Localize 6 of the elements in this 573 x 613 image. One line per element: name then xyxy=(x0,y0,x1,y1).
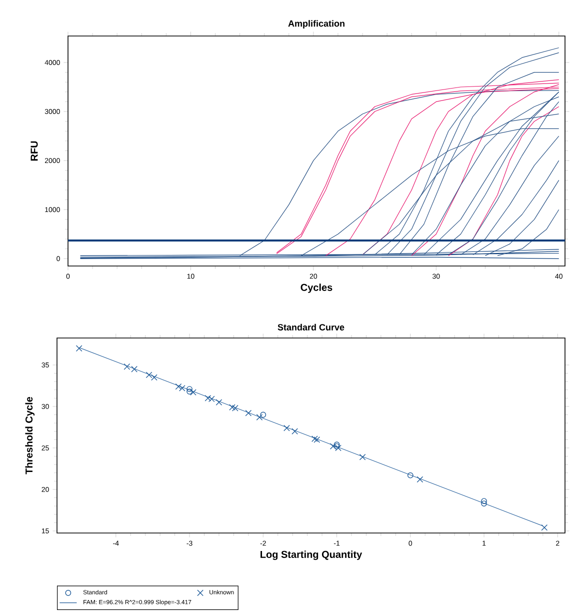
chart-title: Standard Curve xyxy=(278,324,344,330)
chart-title: Amplification xyxy=(288,20,344,28)
y-axis-title: RFU xyxy=(30,141,38,161)
x-axis-title: Cycles xyxy=(300,284,332,293)
x-axis-title: Log Starting Quantity xyxy=(260,550,362,560)
y-axis-title: Threshold Cycle xyxy=(25,396,35,474)
